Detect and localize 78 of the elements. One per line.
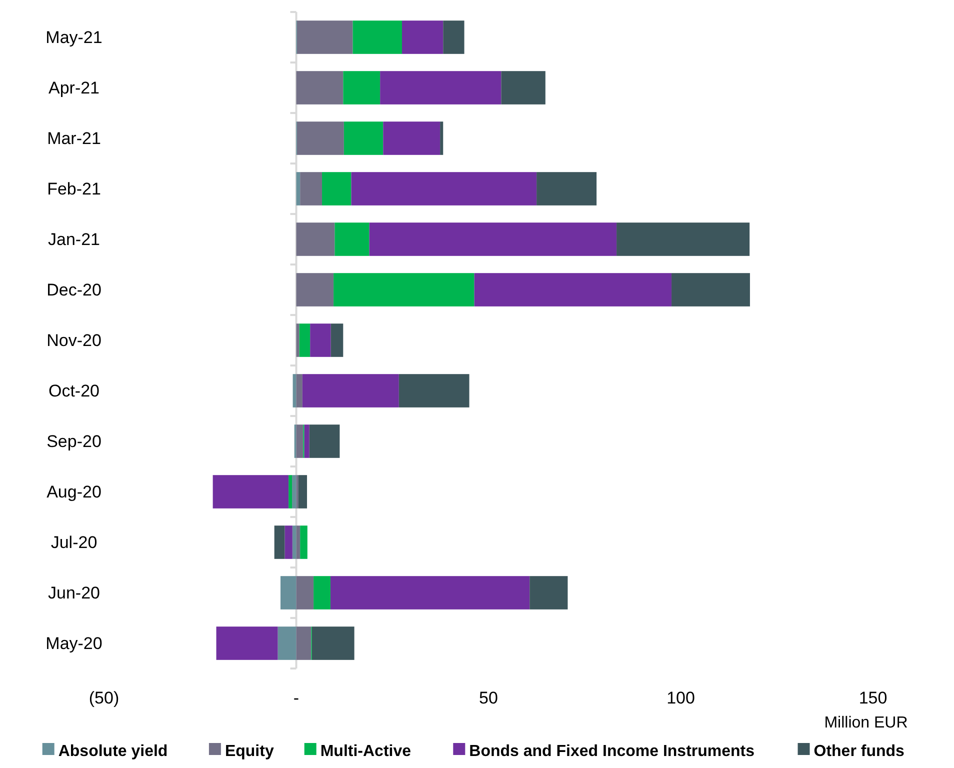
bar <box>536 172 597 206</box>
bar <box>369 222 617 256</box>
bar <box>297 20 353 54</box>
y-tick-label: Apr-21 <box>48 78 100 98</box>
x-axis-title: Million EUR <box>824 714 908 732</box>
bar <box>280 576 296 610</box>
bar <box>312 626 354 660</box>
x-tick-label: 100 <box>666 688 695 708</box>
bar <box>334 222 370 256</box>
bar <box>292 374 296 408</box>
bar <box>278 626 296 660</box>
bar <box>216 626 278 660</box>
bar <box>300 526 308 559</box>
bar <box>314 576 330 610</box>
bar <box>351 172 537 206</box>
y-tick-label: Jun-20 <box>48 584 100 603</box>
bar <box>334 273 474 306</box>
bar <box>530 576 568 610</box>
bar <box>383 122 440 155</box>
bar <box>310 324 331 357</box>
bar <box>330 576 530 610</box>
x-tick-label: 150 <box>858 688 888 708</box>
bar <box>292 475 296 508</box>
bar <box>292 526 296 559</box>
bar <box>309 424 340 458</box>
bar <box>302 374 399 408</box>
x-tick-label: 50 <box>479 688 498 708</box>
legend-label: Absolute yield <box>58 743 168 760</box>
bar <box>322 172 352 206</box>
bar <box>380 71 502 104</box>
bar <box>296 526 300 559</box>
bar <box>672 273 750 306</box>
bar <box>296 324 300 357</box>
bar <box>299 324 310 357</box>
bar <box>300 172 322 206</box>
bar <box>402 20 444 54</box>
bar <box>443 20 464 54</box>
y-tick-label: Dec-20 <box>46 280 102 300</box>
legend-label: Bonds and Fixed Income Instruments <box>469 743 755 760</box>
bar <box>440 122 444 155</box>
bar <box>296 576 314 610</box>
y-tick-label: Mar-21 <box>47 129 101 148</box>
bar <box>501 71 546 104</box>
bar <box>330 324 344 357</box>
y-tick-label: Jan-21 <box>48 230 100 250</box>
bar <box>344 122 384 155</box>
bar <box>474 273 672 306</box>
bar <box>296 222 335 256</box>
bar <box>343 71 380 104</box>
y-tick-label: Aug-20 <box>46 482 102 502</box>
bar <box>296 71 344 104</box>
legend-label: Multi-Active <box>320 743 412 760</box>
bar <box>616 222 750 256</box>
bar <box>296 626 312 660</box>
y-tick-label: Nov-20 <box>46 331 102 350</box>
bar <box>297 122 344 155</box>
bar <box>398 374 470 408</box>
bar <box>352 20 402 54</box>
bar <box>274 526 285 559</box>
bar <box>298 475 308 508</box>
bar <box>296 172 300 206</box>
legend-label: Other funds <box>814 743 905 760</box>
bar <box>296 273 334 306</box>
bar <box>296 374 302 408</box>
bar <box>296 424 304 458</box>
y-tick-label: Oct-20 <box>48 382 100 401</box>
y-tick-label: May-21 <box>46 28 102 48</box>
bar <box>304 424 310 458</box>
bar <box>288 475 292 508</box>
y-tick-label: Jul-20 <box>50 533 98 552</box>
legend-label: Equity <box>224 743 274 760</box>
x-tick-label: (50) <box>88 688 120 708</box>
y-tick-label: Feb-21 <box>47 180 101 199</box>
bar <box>284 526 292 559</box>
y-tick-label: May-20 <box>46 634 102 654</box>
x-tick-label: - <box>293 688 300 708</box>
y-tick-label: Sep-20 <box>46 432 102 452</box>
bar <box>212 475 289 508</box>
